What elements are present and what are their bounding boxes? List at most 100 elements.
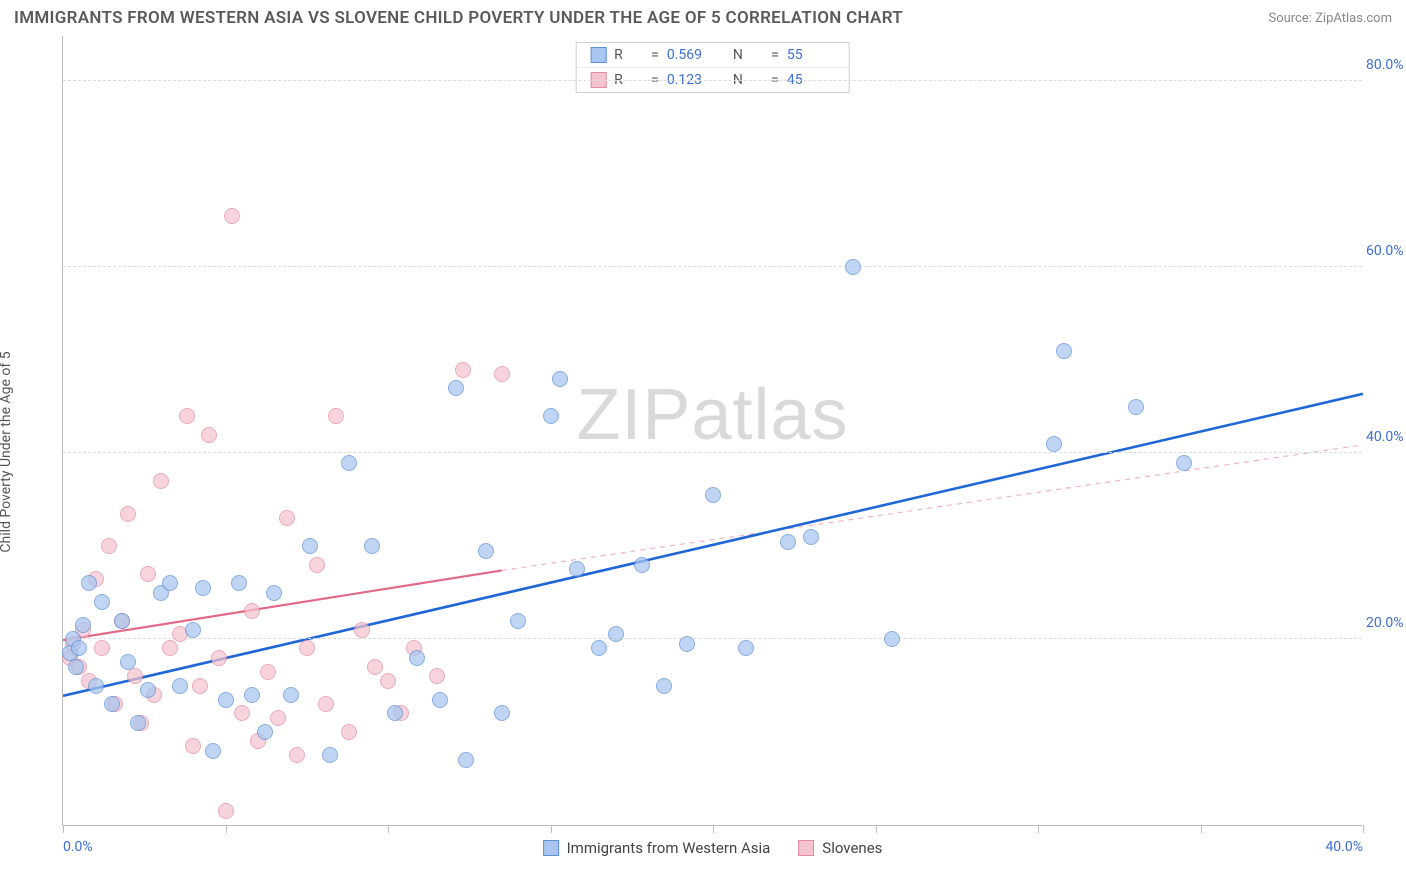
data-point bbox=[510, 613, 526, 629]
data-point bbox=[94, 594, 110, 610]
x-tick bbox=[226, 825, 227, 833]
legend-row: R = 0.569 N = 55 bbox=[576, 43, 849, 67]
legend-label: Slovenes bbox=[822, 839, 882, 857]
x-tick-label: 0.0% bbox=[63, 839, 93, 855]
data-point bbox=[679, 636, 695, 652]
data-point bbox=[130, 715, 146, 731]
data-point bbox=[120, 506, 136, 522]
data-point bbox=[494, 366, 510, 382]
data-point bbox=[1128, 399, 1144, 415]
data-point bbox=[195, 580, 211, 596]
data-point bbox=[591, 640, 607, 656]
x-tick bbox=[1038, 825, 1039, 833]
data-point bbox=[266, 585, 282, 601]
chart-title: IMMIGRANTS FROM WESTERN ASIA VS SLOVENE … bbox=[14, 8, 903, 28]
data-point bbox=[367, 659, 383, 675]
scatter-plot: ZIPatlas R=0.569N=55R=0.123N=45 Immigran… bbox=[62, 36, 1362, 826]
data-point bbox=[458, 752, 474, 768]
data-point bbox=[289, 747, 305, 763]
r-value: 0.569 bbox=[667, 47, 715, 63]
data-point bbox=[569, 561, 585, 577]
data-point bbox=[185, 738, 201, 754]
data-point bbox=[68, 659, 84, 675]
gridline bbox=[63, 266, 1362, 267]
y-tick-label: 80.0% bbox=[1366, 57, 1406, 73]
data-point bbox=[75, 617, 91, 633]
data-point bbox=[1176, 455, 1192, 471]
data-point bbox=[341, 455, 357, 471]
data-point bbox=[153, 473, 169, 489]
data-point bbox=[552, 371, 568, 387]
n-value: 55 bbox=[787, 47, 835, 63]
data-point bbox=[364, 538, 380, 554]
x-tick bbox=[388, 825, 389, 833]
data-point bbox=[140, 682, 156, 698]
data-point bbox=[309, 557, 325, 573]
data-point bbox=[432, 692, 448, 708]
data-point bbox=[409, 650, 425, 666]
data-point bbox=[104, 696, 120, 712]
data-point bbox=[162, 640, 178, 656]
data-point bbox=[543, 408, 559, 424]
watermark: ZIPatlas bbox=[576, 374, 848, 456]
data-point bbox=[705, 487, 721, 503]
data-point bbox=[283, 687, 299, 703]
data-point bbox=[185, 622, 201, 638]
gridline bbox=[63, 452, 1362, 453]
data-point bbox=[494, 705, 510, 721]
x-tick bbox=[551, 825, 552, 833]
equals-sign: = bbox=[631, 47, 659, 63]
equals-sign: = bbox=[751, 47, 779, 63]
data-point bbox=[244, 603, 260, 619]
data-point bbox=[205, 743, 221, 759]
data-point bbox=[231, 575, 247, 591]
data-point bbox=[244, 687, 260, 703]
series-legend: Immigrants from Western AsiaSlovenes bbox=[543, 839, 883, 857]
data-point bbox=[299, 640, 315, 656]
data-point bbox=[380, 673, 396, 689]
chart-container: Child Poverty Under the Age of 5 ZIPatla… bbox=[14, 36, 1392, 868]
y-tick-label: 40.0% bbox=[1366, 429, 1406, 445]
data-point bbox=[478, 543, 494, 559]
legend-swatch bbox=[590, 47, 606, 63]
data-point bbox=[94, 640, 110, 656]
data-point bbox=[218, 803, 234, 819]
x-tick bbox=[1201, 825, 1202, 833]
legend-swatch bbox=[798, 840, 814, 856]
data-point bbox=[845, 259, 861, 275]
y-axis-label: Child Poverty Under the Age of 5 bbox=[0, 351, 14, 552]
data-point bbox=[279, 510, 295, 526]
x-tick bbox=[713, 825, 714, 833]
data-point bbox=[260, 664, 276, 680]
n-label: N bbox=[733, 47, 743, 63]
data-point bbox=[192, 678, 208, 694]
x-tick bbox=[1363, 825, 1364, 833]
data-point bbox=[270, 710, 286, 726]
data-point bbox=[656, 678, 672, 694]
data-point bbox=[780, 534, 796, 550]
data-point bbox=[341, 724, 357, 740]
data-point bbox=[608, 626, 624, 642]
data-point bbox=[101, 538, 117, 554]
data-point bbox=[455, 362, 471, 378]
y-tick-label: 60.0% bbox=[1366, 243, 1406, 259]
data-point bbox=[71, 640, 87, 656]
x-tick bbox=[876, 825, 877, 833]
data-point bbox=[140, 566, 156, 582]
data-point bbox=[88, 678, 104, 694]
data-point bbox=[634, 557, 650, 573]
data-point bbox=[218, 692, 234, 708]
data-point bbox=[328, 408, 344, 424]
r-label: R bbox=[614, 47, 623, 63]
gridline bbox=[63, 80, 1362, 81]
gridline bbox=[63, 638, 1362, 639]
data-point bbox=[302, 538, 318, 554]
data-point bbox=[114, 613, 130, 629]
data-point bbox=[127, 668, 143, 684]
y-tick-label: 20.0% bbox=[1366, 615, 1406, 631]
data-point bbox=[172, 678, 188, 694]
data-point bbox=[318, 696, 334, 712]
data-point bbox=[1056, 343, 1072, 359]
data-point bbox=[179, 408, 195, 424]
legend-item: Slovenes bbox=[798, 839, 882, 857]
